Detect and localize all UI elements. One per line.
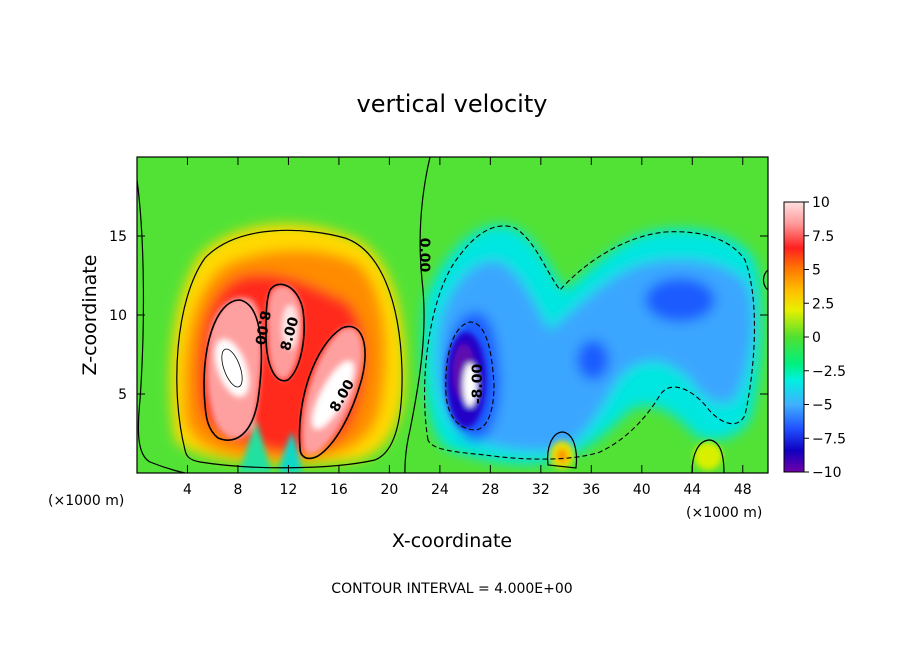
colorbar-tick-label: 0 <box>812 330 821 346</box>
y-tick-label: 15 <box>109 229 127 245</box>
updraft-mid-max <box>282 305 298 349</box>
weak-updraft-b-fill <box>694 442 722 470</box>
colorbar-ticks: 10 7.5 5 2.5 0 −2.5 −5 −7.5 −10 <box>804 195 846 481</box>
low-level-wedge-2 <box>278 432 302 473</box>
chart-title: vertical velocity <box>357 90 548 118</box>
colorbar-tick-label: −10 <box>812 465 842 481</box>
plot-area <box>137 157 768 473</box>
x-tick-label: 16 <box>330 482 348 498</box>
colorbar-tick-label: 5 <box>812 263 821 279</box>
contour-8-left <box>203 299 263 441</box>
downdraft-center-core <box>577 340 609 380</box>
weak-updraft-a-core <box>557 449 567 463</box>
contour-label-zero: 0.00 <box>416 238 432 273</box>
contour-8-mid <box>265 283 305 382</box>
x-axis-label: X-coordinate <box>392 530 512 552</box>
x-tick-label: 40 <box>633 482 651 498</box>
x-tick-label: 28 <box>481 482 499 498</box>
downdraft-east-core <box>645 278 715 322</box>
colorbar-tick-label: 10 <box>812 195 830 211</box>
x-tick-label: 24 <box>431 482 449 498</box>
contour-zero-west <box>137 179 186 473</box>
colorbar-tick-label: 7.5 <box>812 229 834 245</box>
contour-label-neg8: -8.00 <box>470 364 486 405</box>
contour-zero-updraft <box>176 229 403 469</box>
x-tick-label: 4 <box>183 482 192 498</box>
contour-interval-note: CONTOUR INTERVAL = 4.000E+00 <box>331 581 572 597</box>
downdraft-core-white <box>463 363 477 407</box>
x-tick-label: 20 <box>380 482 398 498</box>
contour-zero-divide <box>404 157 431 473</box>
x-tick-label: 12 <box>280 482 298 498</box>
x-unit-left: (×1000 m) <box>48 493 124 509</box>
contour-neg8-core <box>445 321 495 431</box>
x-unit-right: (×1000 m) <box>686 505 762 521</box>
x-tick-label: 36 <box>582 482 600 498</box>
x-tick-label: 48 <box>734 482 752 498</box>
y-tick-label: 10 <box>109 308 127 324</box>
contour-8-right <box>298 325 366 460</box>
y-tick-label: 5 <box>118 387 127 403</box>
contour-label-8-left: 8.00 <box>251 309 273 346</box>
colorbar <box>783 201 805 473</box>
updraft-right-max <box>312 360 354 430</box>
contour-16-left <box>221 348 243 388</box>
y-axis-label: Z-coordinate <box>79 255 101 376</box>
y-axis-ticks: 5 10 15 <box>109 229 768 403</box>
x-axis-ticks: 4 8 12 16 20 24 28 32 36 40 44 48 <box>183 157 752 498</box>
x-tick-label: 8 <box>233 482 242 498</box>
updraft-left-max <box>215 339 249 397</box>
contour-neg8-east <box>424 225 756 460</box>
low-level-wedge <box>238 420 272 473</box>
contour-zero-small-a <box>547 431 578 469</box>
x-tick-label: 32 <box>532 482 550 498</box>
contour-zero-east-edge <box>762 269 768 291</box>
colorbar-tick-label: −7.5 <box>812 431 846 447</box>
colorbar-tick-label: 2.5 <box>812 296 834 312</box>
colorbar-tick-label: −5 <box>812 398 833 414</box>
x-tick-label: 44 <box>683 482 701 498</box>
colorbar-tick-label: −2.5 <box>812 364 846 380</box>
contour-zero-small-b <box>691 439 725 473</box>
